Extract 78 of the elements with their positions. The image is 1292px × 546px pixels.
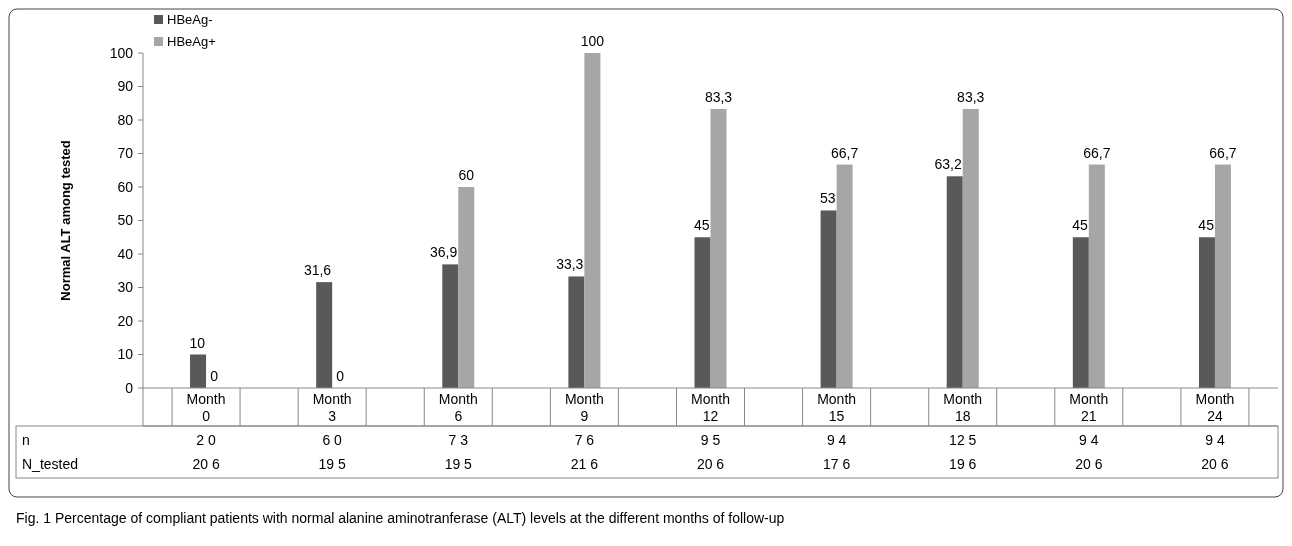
bar (1214, 164, 1231, 388)
x-tick-label: Month 21 (1069, 391, 1109, 424)
data-label: 53 (820, 190, 836, 207)
text: 20 6 (696, 456, 725, 472)
bar (820, 210, 837, 388)
bar (584, 53, 601, 388)
x-tick-label: Month 12 (691, 391, 730, 424)
x-tick-label: Month 9 (564, 391, 604, 424)
data-label: 63,2 (934, 156, 962, 173)
x-tick-label: Month 24 (1195, 391, 1235, 424)
text: 20 6 (1201, 456, 1229, 472)
y-tick-label: 70 (117, 145, 134, 162)
y-tick-label: 100 (109, 44, 134, 61)
data-label: 83,3 (704, 88, 733, 105)
data-label: 45 (693, 217, 710, 234)
text: n (22, 432, 30, 448)
text: 20 6 (192, 456, 220, 472)
bar (694, 237, 711, 388)
x-tick-label: Month 0 (186, 391, 226, 424)
data-label: 0 (336, 368, 345, 384)
bar (442, 264, 459, 388)
text: 2 0 (196, 432, 216, 448)
text: 6 0 (322, 432, 343, 448)
data-label: 45 (1198, 217, 1215, 234)
y-tick-label: 90 (117, 78, 134, 95)
y-tick-label: 60 (117, 178, 134, 195)
data-label: 36,9 (430, 244, 458, 261)
bar (1088, 164, 1105, 388)
y-tick-label: 80 (117, 111, 134, 128)
text: 9 4 (826, 432, 847, 448)
y-tick-label: 30 (117, 279, 134, 296)
y-tick-label: 50 (117, 212, 134, 229)
x-tick-label: Month 3 (312, 391, 352, 424)
y-axis-title: Normal ALT among tested (58, 140, 73, 301)
data-label: 45 (1072, 217, 1089, 234)
text: 20 6 (1075, 456, 1103, 472)
bar (946, 176, 963, 388)
data-label: 66,7 (830, 144, 859, 161)
legend-label: HBeAg- (167, 12, 213, 27)
data-label: 83,3 (957, 88, 985, 105)
data-label: 66,7 (1083, 144, 1111, 161)
text: 7 3 (448, 432, 469, 448)
y-tick-label: 20 (117, 312, 134, 329)
text: 21 6 (570, 456, 599, 472)
text: N_tested (22, 456, 79, 472)
text: 9 4 (1205, 432, 1225, 448)
text: 7 6 (574, 432, 595, 448)
y-tick-label: 40 (117, 245, 134, 262)
data-label: 31,6 (303, 262, 332, 279)
data-label: 10 (189, 334, 206, 351)
bar (458, 187, 475, 388)
y-tick-label: 0 (125, 379, 134, 396)
text: 19 6 (949, 456, 977, 472)
text: 17 6 (822, 456, 851, 472)
bar (190, 354, 207, 388)
bar (1072, 237, 1089, 388)
bar (962, 108, 979, 388)
bar (568, 276, 585, 388)
legend-label: HBeAg+ (167, 34, 216, 49)
text: 9 5 (700, 432, 721, 448)
data-label: 60 (458, 167, 475, 183)
data-label: 0 (210, 368, 219, 384)
bar (1198, 237, 1215, 388)
data-label: 33,3 (556, 256, 584, 273)
x-tick-label: Month 15 (817, 391, 857, 424)
text: 9 4 (1079, 432, 1099, 448)
bar (710, 108, 727, 388)
caption: Fig. 1 Percentage of compliant patients with normal alanine aminotranferase (ALT) levels at the different months of follow-up (16, 510, 785, 526)
data-label: 66,7 (1209, 144, 1237, 161)
text: 19 5 (444, 456, 473, 472)
y-tick-label: 10 (117, 346, 134, 363)
data-label: 100 (580, 33, 605, 49)
x-tick-label: Month 6 (438, 391, 478, 424)
text: 19 5 (318, 456, 346, 472)
bar (836, 164, 853, 388)
text: 12 5 (949, 432, 977, 448)
x-tick-label: Month 18 (943, 391, 983, 424)
bar (316, 282, 333, 388)
